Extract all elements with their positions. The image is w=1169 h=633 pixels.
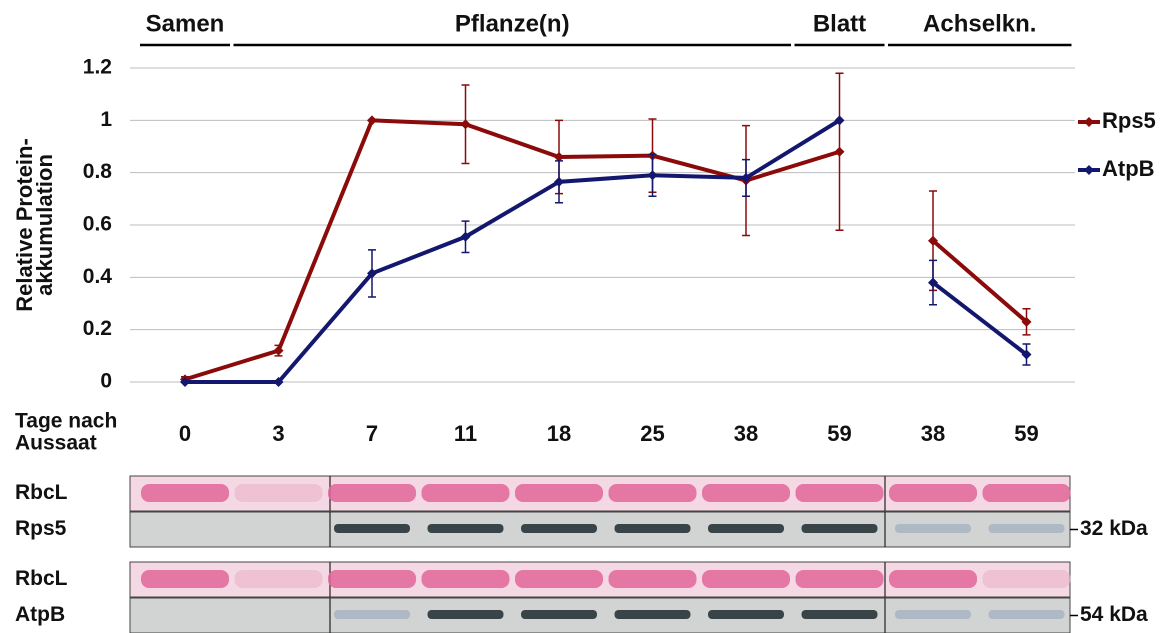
x-tick-label: 18 — [547, 421, 571, 446]
y-tick-label: 1 — [100, 108, 112, 131]
y-tick-label: 0.2 — [83, 317, 112, 340]
blot-band — [428, 524, 504, 533]
blot-band — [334, 524, 410, 533]
blot-band — [515, 484, 603, 502]
y-tick-label: 0.8 — [83, 160, 113, 183]
x-tick-label: 11 — [454, 421, 477, 446]
blot-band — [422, 484, 510, 502]
blot-band — [708, 524, 784, 533]
blot-band — [609, 570, 697, 588]
blot-band — [802, 524, 878, 533]
group-label: Samen — [146, 10, 225, 37]
blot-band — [702, 484, 790, 502]
blot-band — [889, 484, 977, 502]
blot-band — [428, 610, 504, 619]
legend-marker — [1084, 165, 1094, 175]
blot-label: RbcL — [15, 567, 68, 590]
y-axis-label: akkumulation — [32, 154, 57, 296]
blot-band — [796, 484, 884, 502]
blot-band — [989, 610, 1065, 619]
group-label: Pflanze(n) — [455, 10, 570, 37]
blot-band — [609, 484, 697, 502]
x-tick-label: 7 — [366, 421, 378, 446]
blot-band — [235, 484, 323, 502]
blot-band — [802, 610, 878, 619]
x-tick-label: 25 — [640, 421, 664, 446]
blot-label: Rps5 — [15, 517, 67, 540]
y-tick-label: 0 — [100, 370, 112, 393]
blot-band — [422, 570, 510, 588]
x-tick-label: 38 — [734, 421, 758, 446]
blot-band — [796, 570, 884, 588]
blot-band — [889, 570, 977, 588]
blot-label: AtpB — [15, 603, 65, 626]
figure: 00.20.40.60.811.2Relative Protein-akkumu… — [0, 0, 1169, 633]
blot-band — [983, 570, 1071, 588]
blot-band — [895, 610, 971, 619]
y-tick-label: 0.6 — [83, 213, 112, 236]
blot-band — [895, 524, 971, 533]
blot-band — [521, 524, 597, 533]
x-tick-label: 59 — [827, 421, 851, 446]
size-label: 32 kDa — [1080, 517, 1148, 540]
blot-band — [515, 570, 603, 588]
blot-band — [235, 570, 323, 588]
y-tick-label: 1.2 — [83, 56, 112, 79]
blot-band — [615, 610, 691, 619]
group-label: Blatt — [813, 10, 866, 37]
blot-band — [615, 524, 691, 533]
size-label: 54 kDa — [1080, 603, 1148, 626]
blot-band — [328, 570, 416, 588]
series-line — [933, 283, 1027, 355]
x-tick-label: 3 — [272, 421, 284, 446]
blot-band — [521, 610, 597, 619]
blot-band — [141, 484, 229, 502]
legend-label: Rps5 — [1102, 108, 1156, 133]
blot-band — [328, 484, 416, 502]
series-line — [933, 241, 1027, 322]
x-axis-label: Tage nach — [15, 410, 117, 433]
legend-label: AtpB — [1102, 156, 1155, 181]
group-label: Achselkn. — [923, 10, 1036, 37]
marker — [835, 147, 845, 157]
blot-label: RbcL — [15, 481, 68, 504]
blot-band — [708, 610, 784, 619]
blot-band — [702, 570, 790, 588]
x-tick-label: 59 — [1014, 421, 1038, 446]
x-tick-label: 0 — [179, 421, 191, 446]
y-tick-label: 0.4 — [83, 265, 113, 288]
blot-band — [334, 610, 410, 619]
series-line — [185, 120, 840, 379]
blot-band — [983, 484, 1071, 502]
x-tick-label: 38 — [921, 421, 945, 446]
legend-marker — [1084, 117, 1094, 127]
marker — [648, 170, 658, 180]
blot-band — [141, 570, 229, 588]
blot-band — [989, 524, 1065, 533]
x-axis-label: Aussaat — [15, 432, 97, 455]
